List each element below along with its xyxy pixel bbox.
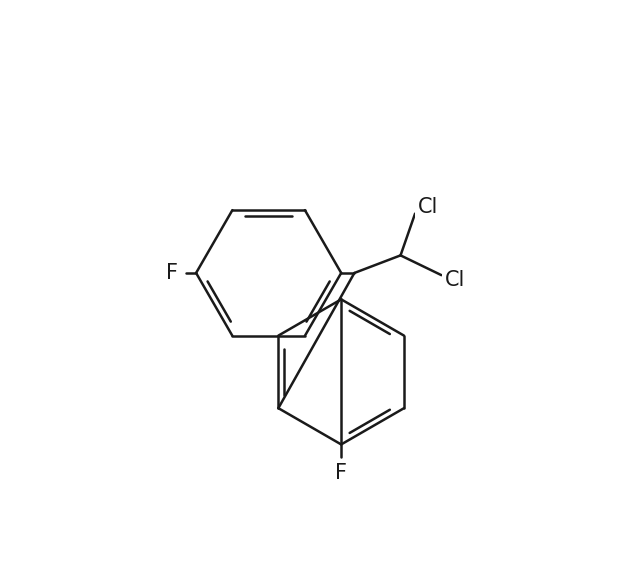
Text: F: F <box>335 463 347 483</box>
Text: Cl: Cl <box>418 197 438 217</box>
Text: F: F <box>166 263 178 283</box>
Text: Cl: Cl <box>445 271 466 291</box>
